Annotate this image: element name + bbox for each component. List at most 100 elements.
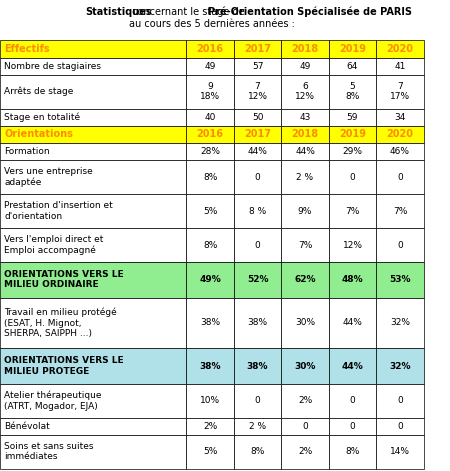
- Bar: [0, 58, 186, 75]
- Bar: [329, 298, 376, 349]
- Text: 2018: 2018: [292, 130, 319, 139]
- Bar: [281, 435, 329, 469]
- Text: Vers une entreprise
adaptée: Vers une entreprise adaptée: [4, 167, 93, 187]
- Bar: [329, 126, 376, 143]
- Text: Pré-Orientation Spécialisée de PARIS: Pré-Orientation Spécialisée de PARIS: [208, 7, 412, 17]
- Text: 6
12%: 6 12%: [295, 82, 315, 101]
- Text: 41: 41: [394, 62, 405, 71]
- Text: Nombre de stagiaires: Nombre de stagiaires: [4, 62, 101, 71]
- Text: 2016: 2016: [197, 44, 224, 54]
- Bar: [376, 194, 423, 228]
- Bar: [376, 40, 423, 58]
- Text: 0: 0: [350, 422, 356, 431]
- Bar: [281, 194, 329, 228]
- Text: 2020: 2020: [387, 44, 414, 54]
- Text: 50: 50: [252, 113, 263, 122]
- Bar: [281, 58, 329, 75]
- Text: 44%: 44%: [295, 147, 315, 156]
- Text: 44%: 44%: [342, 318, 362, 327]
- Text: 49%: 49%: [199, 275, 221, 284]
- Text: 0: 0: [255, 173, 261, 182]
- Text: 8%: 8%: [250, 447, 265, 456]
- Bar: [234, 262, 281, 298]
- Text: Formation: Formation: [4, 147, 50, 156]
- Text: 0: 0: [302, 422, 308, 431]
- Text: Travail en milieu protégé
(ESAT, H. Mignot,
SHERPA, SAIPPH ...): Travail en milieu protégé (ESAT, H. Mign…: [4, 308, 117, 338]
- Text: 0: 0: [397, 173, 403, 182]
- Bar: [0, 40, 186, 58]
- Bar: [234, 109, 281, 126]
- Bar: [186, 109, 234, 126]
- Text: 7
12%: 7 12%: [248, 82, 268, 101]
- Bar: [0, 298, 186, 349]
- Text: 30%: 30%: [294, 362, 316, 371]
- Text: 9%: 9%: [298, 207, 312, 216]
- Bar: [186, 262, 234, 298]
- Text: 8%: 8%: [345, 447, 360, 456]
- Text: 34: 34: [394, 113, 405, 122]
- Bar: [234, 298, 281, 349]
- Bar: [281, 75, 329, 109]
- Bar: [0, 262, 186, 298]
- Text: 38%: 38%: [199, 362, 221, 371]
- Bar: [234, 418, 281, 435]
- Bar: [186, 228, 234, 262]
- Bar: [234, 435, 281, 469]
- Text: 2%: 2%: [298, 447, 312, 456]
- Text: Atelier thérapeutique
(ATRT, Mogador, EJA): Atelier thérapeutique (ATRT, Mogador, EJ…: [4, 391, 102, 411]
- Bar: [329, 349, 376, 384]
- Bar: [0, 349, 186, 384]
- Text: Soins et sans suites
immédiates: Soins et sans suites immédiates: [4, 442, 94, 462]
- Text: 0: 0: [255, 241, 261, 250]
- Text: 8%: 8%: [203, 173, 217, 182]
- Text: 0: 0: [350, 173, 356, 182]
- Bar: [186, 349, 234, 384]
- Bar: [234, 194, 281, 228]
- Bar: [186, 75, 234, 109]
- Text: 49: 49: [204, 62, 216, 71]
- Text: 2016: 2016: [197, 130, 224, 139]
- Bar: [234, 40, 281, 58]
- Bar: [186, 40, 234, 58]
- Text: 2017: 2017: [244, 44, 271, 54]
- Text: 64: 64: [347, 62, 358, 71]
- Bar: [376, 349, 423, 384]
- Bar: [186, 160, 234, 194]
- Text: concernant le stage de: concernant le stage de: [129, 7, 248, 17]
- Bar: [0, 228, 186, 262]
- Text: 5%: 5%: [203, 207, 217, 216]
- Text: 7
17%: 7 17%: [390, 82, 410, 101]
- Bar: [186, 384, 234, 418]
- Bar: [376, 143, 423, 160]
- Text: 0: 0: [397, 422, 403, 431]
- Bar: [234, 228, 281, 262]
- Text: 0: 0: [255, 397, 261, 406]
- Text: au cours des 5 dernières années :: au cours des 5 dernières années :: [129, 18, 295, 29]
- Bar: [329, 384, 376, 418]
- Text: Arrêts de stage: Arrêts de stage: [4, 87, 74, 97]
- Text: 38%: 38%: [200, 318, 220, 327]
- Text: 12%: 12%: [342, 241, 362, 250]
- Text: Vers l'emploi direct et
Emploi accompagné: Vers l'emploi direct et Emploi accompagn…: [4, 235, 104, 255]
- Text: 46%: 46%: [390, 147, 410, 156]
- Bar: [0, 75, 186, 109]
- Bar: [0, 384, 186, 418]
- Bar: [376, 75, 423, 109]
- Text: 59: 59: [346, 113, 358, 122]
- Bar: [186, 418, 234, 435]
- Text: 44%: 44%: [248, 147, 267, 156]
- Text: 49: 49: [299, 62, 310, 71]
- Bar: [376, 160, 423, 194]
- Text: 10%: 10%: [200, 397, 220, 406]
- Bar: [376, 109, 423, 126]
- Bar: [376, 58, 423, 75]
- Text: 2 %: 2 %: [297, 173, 314, 182]
- Bar: [376, 384, 423, 418]
- Text: 29%: 29%: [342, 147, 362, 156]
- Text: 38%: 38%: [247, 362, 268, 371]
- Bar: [329, 435, 376, 469]
- Bar: [376, 126, 423, 143]
- Text: 0: 0: [397, 397, 403, 406]
- Text: 28%: 28%: [200, 147, 220, 156]
- Text: 9
18%: 9 18%: [200, 82, 220, 101]
